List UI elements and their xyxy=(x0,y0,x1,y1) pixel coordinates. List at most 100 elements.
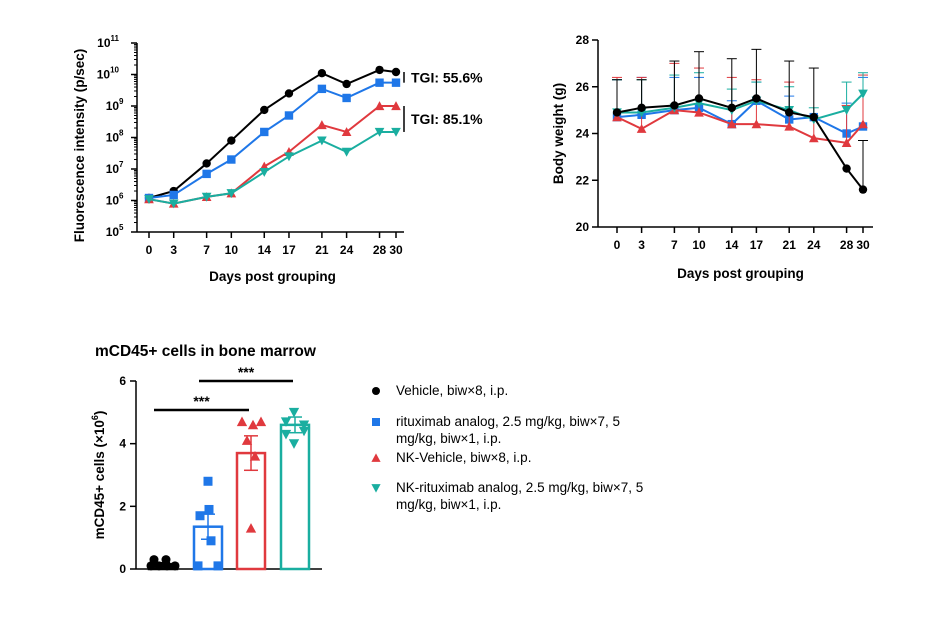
y-tick-label: 4 xyxy=(119,437,126,451)
x-tick-label: 21 xyxy=(783,238,797,252)
data-point-rituximab xyxy=(284,111,294,120)
series-line-nk_rituximab xyxy=(617,93,864,121)
data-point-nk_rituximab xyxy=(226,189,237,199)
data-point-vehicle xyxy=(391,67,401,77)
y-tick-label: 0 xyxy=(119,562,126,576)
legend-label: NK-Vehicle, biw×8, i.p. xyxy=(396,450,531,465)
tgi-label: TGI: 55.6% xyxy=(411,69,483,85)
data-point-vehicle xyxy=(785,108,794,117)
x-tick-label: 3 xyxy=(170,243,177,257)
data-point-rituximab xyxy=(342,93,351,103)
y-axis-label-text: mCD45+ cells (×10 xyxy=(92,420,107,539)
significance-label: *** xyxy=(238,364,255,380)
data-point-nk_vehicle xyxy=(784,121,795,131)
data-point-vehicle xyxy=(202,159,211,168)
data-point-rituximab xyxy=(203,476,213,486)
legend-item-nk_rituximab: NK-rituximab analog, 2.5 mg/kg, biw×7, 5… xyxy=(371,480,643,512)
y-tick-label: 26 xyxy=(576,80,590,94)
data-point-vehicle xyxy=(858,185,868,194)
data-point-vehicle xyxy=(162,561,172,571)
tgi-label: TGI: 85.1% xyxy=(411,111,483,127)
y-axis-label: Body weight (g) xyxy=(551,83,566,184)
bar-group-vehicle xyxy=(146,555,180,571)
series-line-vehicle xyxy=(616,97,864,191)
significance-label: *** xyxy=(193,393,210,409)
bar-group-nk_vehicle xyxy=(235,416,267,571)
x-axis-label: Days post grouping xyxy=(677,266,804,281)
data-point-nk_rituximab xyxy=(280,429,292,440)
data-point-nk_vehicle xyxy=(236,416,248,427)
legend-item-nk_vehicle: NK-Vehicle, biw×8, i.p. xyxy=(371,450,531,465)
y-tick-base: 10 xyxy=(97,68,111,82)
y-tick-exp: 5 xyxy=(119,223,124,232)
x-tick-label: 7 xyxy=(203,243,210,257)
data-point-rituximab xyxy=(195,511,205,521)
legend-marker-nk_rituximab xyxy=(371,484,381,493)
data-point-nk_rituximab xyxy=(298,420,310,431)
x-tick-label: 21 xyxy=(315,243,329,257)
x-tick-label: 10 xyxy=(225,243,239,257)
y-tick-label: 105 xyxy=(106,223,124,239)
data-point-nk_vehicle xyxy=(751,119,762,129)
y-tick-label: 2 xyxy=(119,499,126,513)
data-point-nk_rituximab xyxy=(391,127,401,137)
data-point-rituximab xyxy=(206,536,216,546)
data-point-vehicle xyxy=(260,105,269,115)
x-tick-label: 0 xyxy=(146,243,153,257)
data-point-rituximab xyxy=(260,127,269,137)
series-line-vehicle xyxy=(148,68,397,199)
chart-title: mCD45+ cells in bone marrow xyxy=(95,343,317,360)
y-axis-label-end: ) xyxy=(92,411,107,416)
data-point-nk_rituximab xyxy=(280,417,292,427)
y-axis-label: Fluorescence intensity (p/sec) xyxy=(72,49,87,243)
data-point-vehicle xyxy=(284,89,294,98)
data-point-nk_rituximab xyxy=(298,426,310,437)
x-tick-label: 17 xyxy=(282,243,296,257)
y-tick-label: 6 xyxy=(119,374,126,388)
data-point-rituximab xyxy=(391,78,401,87)
series-vehicle xyxy=(144,65,401,203)
y-tick-exp: 6 xyxy=(119,192,124,201)
data-point-nk_vehicle xyxy=(249,451,261,461)
data-point-nk_vehicle xyxy=(317,120,327,130)
data-point-nk_rituximab xyxy=(374,127,385,137)
data-point-nk_vehicle xyxy=(247,419,259,430)
y-tick-exp: 9 xyxy=(119,97,124,106)
legend-item-rituximab: rituximab analog, 2.5 mg/kg, biw×7, 5 mg/… xyxy=(372,414,620,446)
data-point-nk_vehicle xyxy=(636,123,647,133)
x-tick-label: 28 xyxy=(840,238,854,252)
data-point-nk_rituximab xyxy=(317,136,327,146)
x-tick-label: 24 xyxy=(807,238,821,252)
y-tick-label: 107 xyxy=(106,160,124,176)
data-point-vehicle xyxy=(154,561,164,571)
data-point-rituximab xyxy=(213,561,223,571)
data-point-vehicle xyxy=(842,164,851,173)
x-tick-label: 10 xyxy=(692,238,706,252)
data-point-vehicle xyxy=(727,103,736,112)
data-point-vehicle xyxy=(809,112,818,122)
data-point-vehicle xyxy=(342,79,351,89)
data-point-nk_rituximab xyxy=(144,195,154,205)
data-point-vehicle xyxy=(375,65,384,75)
series-line-nk_rituximab xyxy=(148,130,396,205)
legend-marker-rituximab xyxy=(372,418,380,426)
series-nk_vehicle xyxy=(144,101,401,208)
data-point-nk_rituximab xyxy=(284,152,294,162)
data-point-rituximab xyxy=(227,155,236,164)
y-tick-exp: 8 xyxy=(119,129,124,138)
bar-group-nk_rituximab xyxy=(279,407,311,571)
data-point-vehicle xyxy=(637,103,646,112)
data-point-nk_rituximab xyxy=(288,407,300,418)
y-tick-exp: 10 xyxy=(110,66,119,75)
data-point-nk_vehicle xyxy=(255,416,267,427)
data-point-nk_vehicle xyxy=(374,101,385,111)
data-point-nk_vehicle xyxy=(808,133,819,143)
data-point-vehicle xyxy=(227,136,236,145)
legend-marker-nk_vehicle xyxy=(371,453,381,462)
y-tick-label: 22 xyxy=(576,173,590,187)
y-tick-base: 10 xyxy=(106,225,120,239)
legend-label: mg/kg, biw×1, i.p. xyxy=(396,497,501,512)
legend-label: rituximab analog, 2.5 mg/kg, biw×7, 5 xyxy=(396,414,620,429)
